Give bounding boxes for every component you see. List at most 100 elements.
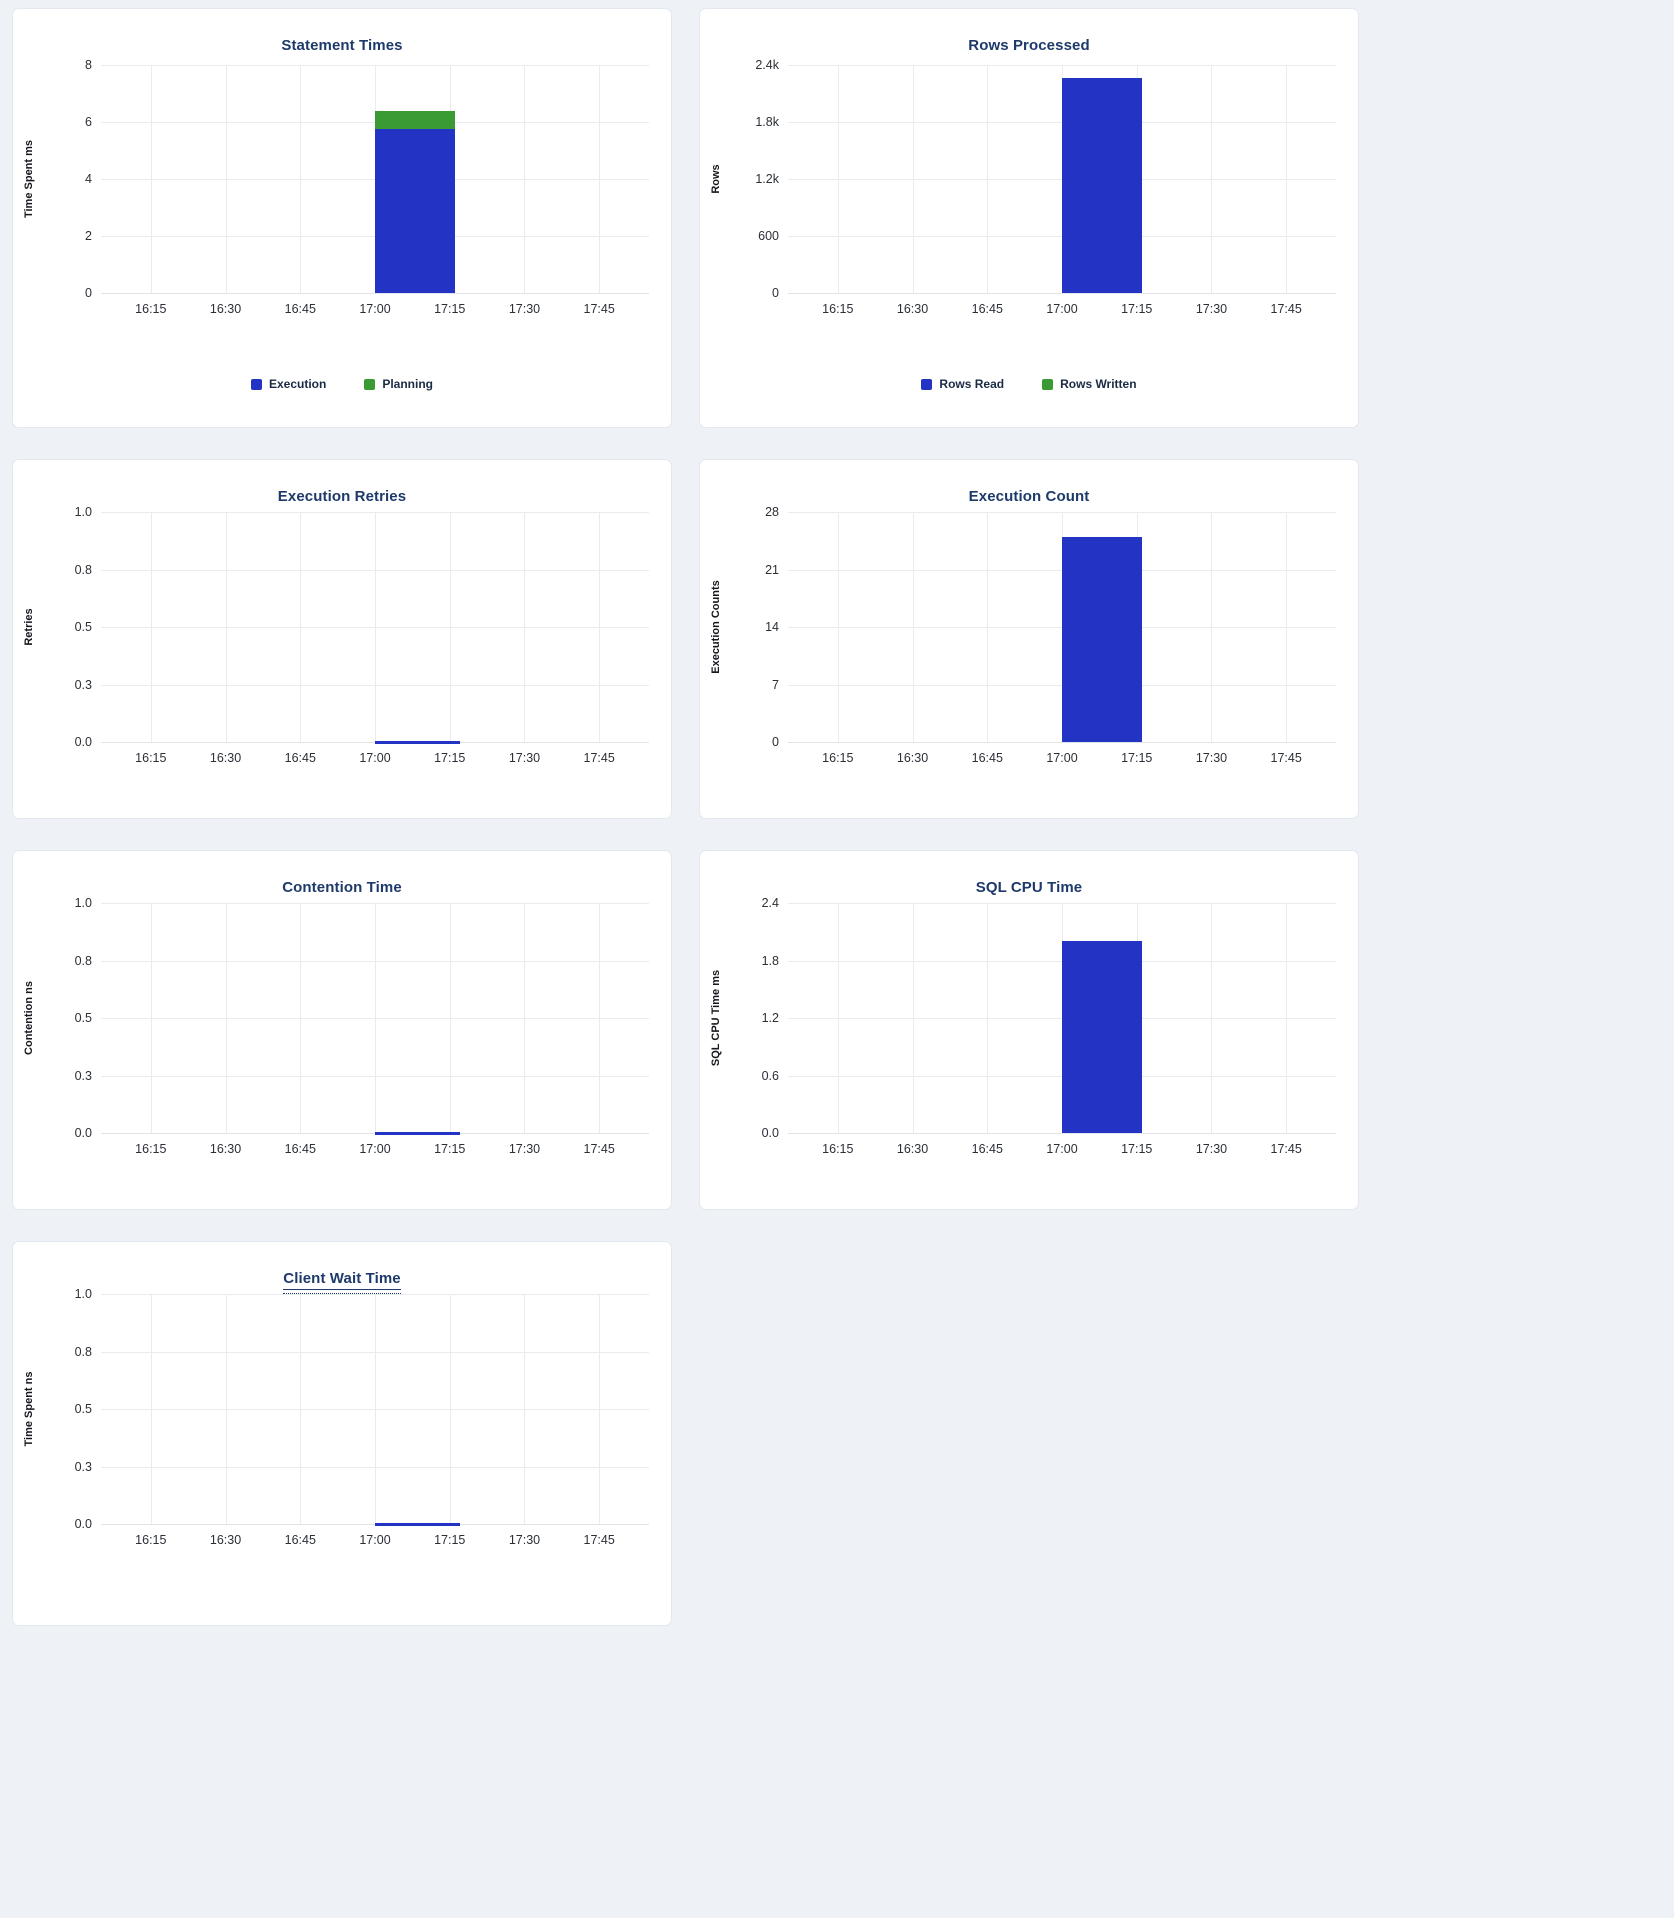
gridline-vertical [1211, 65, 1213, 293]
line-series-time-spent-ns[interactable] [375, 1522, 460, 1526]
y-axis-tick-label: 0.5 [74, 1402, 92, 1416]
y-axis-tick-label: 1.8k [755, 115, 779, 129]
y-axis-tick-label: 0.5 [74, 1011, 92, 1025]
chart-card-client-wait-time: Client Wait Time 0.0 0.3 0.5 0.8 1.0 16:15 16:3… [12, 1241, 672, 1626]
gridline-vertical [449, 903, 451, 1133]
x-axis-tick-label: 16:15 [822, 751, 854, 765]
x-axis-tick-label: 16:30 [896, 302, 929, 316]
x-axis-tick-label: 16:15 [135, 751, 167, 765]
legend-item-rows-read[interactable]: Rows Read [921, 377, 1004, 391]
gridline-vertical [375, 903, 376, 1133]
chart-title-statement-times: Statement Times [13, 9, 671, 54]
gridline-vertical [150, 1294, 152, 1524]
bar-segment-rows-read[interactable] [1062, 78, 1142, 293]
y-axis-tick-label: 0.8 [74, 953, 92, 968]
bar-segment-execution-counts[interactable] [1062, 536, 1142, 742]
x-axis-tick-label: 17:30 [508, 1533, 541, 1547]
legend-label: Rows Read [939, 377, 1005, 391]
gridline-vertical [524, 903, 526, 1133]
chart-title-text: Execution Count [968, 488, 1090, 505]
x-axis-tick-label: 17:15 [1121, 1142, 1153, 1156]
gridline-vertical [375, 1294, 376, 1524]
gridline-vertical [300, 1294, 302, 1524]
bar-statement-times[interactable] [375, 110, 455, 293]
x-axis-tick-label: 17:15 [434, 751, 466, 765]
gridline-vertical [837, 512, 839, 742]
y-axis-label-box: Rows [710, 65, 736, 293]
legend-item-execution[interactable]: Execution [250, 377, 326, 391]
line-series-retries[interactable] [375, 740, 460, 744]
gridline-vertical [912, 903, 914, 1133]
gridline-vertical [1286, 512, 1288, 742]
y-axis-tick-label: 1.0 [74, 1287, 92, 1301]
bar-rows-processed[interactable] [1062, 78, 1142, 293]
x-axis-tick-label: 17:30 [1195, 302, 1228, 316]
x-axis-tick-label: 16:45 [971, 751, 1003, 765]
gridline-vertical [150, 903, 152, 1133]
legend-item-rows-written[interactable]: Rows Written [1042, 377, 1137, 391]
legend-item-planning[interactable]: Planning [364, 377, 433, 391]
x-axis-tick-label: 17:45 [583, 751, 615, 765]
gridline-vertical [912, 512, 914, 742]
chart-title-text: SQL CPU Time [975, 879, 1083, 896]
x-axis-tick-label: 17:30 [508, 302, 541, 316]
x-axis-tick-label: 17:00 [1046, 751, 1078, 765]
y-axis-tick-label: 0.0 [74, 735, 92, 749]
gridline-vertical [987, 903, 989, 1133]
x-axis-tick-label: 16:45 [284, 1142, 316, 1156]
y-axis-tick-label: 14 [765, 620, 779, 634]
y-axis-tick-label: 0.5 [74, 620, 92, 634]
y-axis-tick-label: 2.4k [755, 58, 779, 72]
y-axis-tick-label: 0.0 [74, 1517, 92, 1531]
y-axis-tick-label: 1.2 [761, 1011, 779, 1025]
y-axis-label-box: Time Spent ns [23, 1294, 49, 1524]
x-axis-tick-label: 17:15 [1121, 751, 1153, 765]
x-axis-tick-label: 17:00 [359, 1142, 391, 1156]
y-axis-tick-label: 28 [765, 505, 779, 519]
x-axis-tick-label: 17:00 [359, 302, 391, 316]
y-axis-label: SQL CPU Time ms [710, 969, 722, 1067]
gridline-vertical [150, 65, 152, 293]
x-axis-tick-label: 16:30 [896, 751, 929, 765]
bar-segment-sql-cpu-time-ms[interactable] [1062, 941, 1142, 1133]
y-axis-tick-label: 7 [772, 677, 779, 692]
gridline-vertical [599, 65, 601, 293]
line-series-contention-ns[interactable] [375, 1131, 460, 1135]
x-axis-tick-label: 16:45 [284, 1533, 316, 1547]
x-axis-tick-label: 16:30 [896, 1142, 929, 1156]
gridline-vertical [225, 1294, 227, 1524]
y-axis-tick-label: 1.2k [755, 172, 779, 186]
bar-segment-execution[interactable] [375, 129, 455, 293]
x-axis-tick-label: 17:45 [1270, 302, 1302, 316]
plot-area-contention-time: 0.0 0.3 0.5 0.8 1.0 16:15 16:30 16:45 17:00 17:15… [75, 896, 649, 1156]
gridline-vertical [987, 512, 989, 742]
x-axis-tick-label: 16:15 [135, 1142, 167, 1156]
y-axis-tick-label: 0.0 [74, 1126, 92, 1140]
y-axis-tick-label: 6 [85, 115, 92, 129]
y-axis-label-box: Retries [23, 512, 49, 742]
legend-swatch-icon [364, 378, 376, 390]
y-axis-tick-label: 0.8 [74, 562, 92, 577]
gridline-vertical [837, 65, 839, 293]
y-axis-tick-label: 0 [772, 286, 779, 300]
x-axis-tick-label: 17:45 [1270, 751, 1302, 765]
gridline-vertical [524, 1294, 526, 1524]
x-axis-tick-label: 16:15 [822, 302, 854, 316]
bar-execution-count[interactable] [1062, 536, 1142, 742]
y-axis-tick-label: 2 [85, 229, 92, 243]
y-axis-label-box: Execution Counts [710, 512, 736, 742]
bar-sql-cpu-time[interactable] [1062, 941, 1142, 1133]
x-axis-tick-label: 17:45 [1270, 1142, 1302, 1156]
chart-title-client-wait-time[interactable]: Client Wait Time [13, 1242, 671, 1290]
x-axis-tick-label: 16:30 [209, 302, 242, 316]
gridline-horizontal [101, 293, 649, 294]
gridline-vertical [1211, 903, 1213, 1133]
gridline-vertical [225, 512, 227, 742]
gridline-vertical [987, 65, 989, 293]
y-axis-tick-label: 0.3 [74, 1068, 92, 1083]
bar-segment-planning[interactable] [375, 110, 455, 130]
x-axis-tick-label: 17:00 [1046, 1142, 1078, 1156]
y-axis-tick-label: 600 [758, 229, 779, 243]
chart-card-execution-retries: Execution Retries 0.0 0.3 0.5 0.8 1.0 16:15 16:… [12, 459, 672, 819]
chart-card-contention-time: Contention Time 0.0 0.3 0.5 0.8 1.0 16:15 16:30… [12, 850, 672, 1210]
